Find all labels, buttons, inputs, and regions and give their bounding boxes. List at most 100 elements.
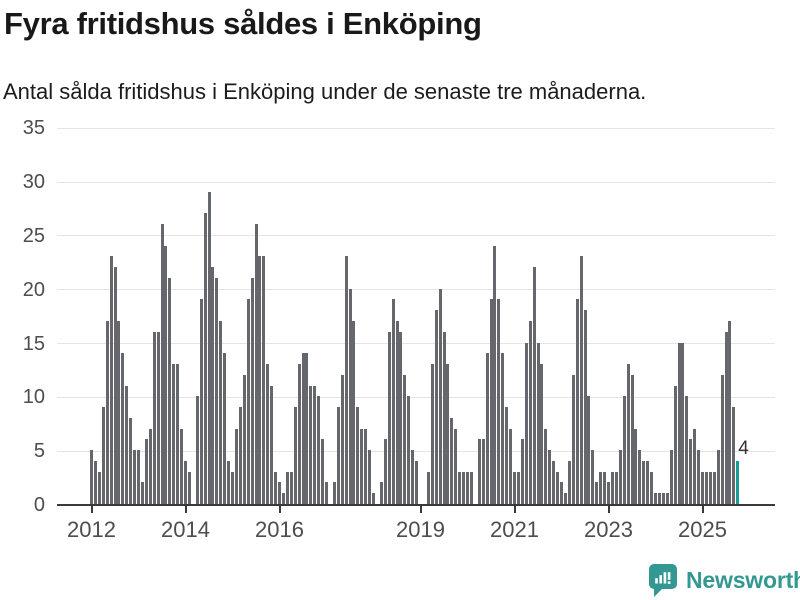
month-bar bbox=[117, 320, 121, 504]
month-bar bbox=[254, 224, 258, 504]
x-axis-line bbox=[57, 504, 775, 506]
month-bar bbox=[348, 288, 352, 504]
month-bar bbox=[168, 277, 172, 504]
month-bar bbox=[469, 471, 473, 504]
month-bar bbox=[603, 471, 607, 504]
month-bar bbox=[587, 396, 591, 504]
month-bar bbox=[121, 353, 125, 504]
month-bar bbox=[325, 482, 328, 504]
month-bar bbox=[344, 256, 348, 504]
month-bar bbox=[583, 310, 587, 504]
month-bar bbox=[505, 407, 509, 504]
month-bar bbox=[387, 331, 391, 504]
month-bar bbox=[156, 331, 160, 504]
month-bar bbox=[544, 428, 548, 504]
month-bar bbox=[364, 428, 368, 504]
month-bar bbox=[172, 364, 176, 504]
gridline bbox=[57, 343, 775, 344]
x-axis-tick bbox=[184, 505, 187, 513]
month-bar bbox=[489, 299, 493, 504]
month-bar bbox=[207, 191, 211, 504]
month-bar bbox=[231, 471, 234, 504]
month-bar bbox=[728, 320, 732, 504]
month-bar bbox=[685, 396, 689, 504]
month-bar bbox=[223, 353, 227, 504]
month-bar bbox=[591, 450, 595, 504]
month-bar bbox=[450, 417, 454, 504]
month-bar bbox=[187, 471, 191, 504]
month-bar bbox=[93, 460, 97, 504]
month-bar bbox=[708, 471, 712, 504]
month-bar bbox=[556, 471, 560, 504]
gridline bbox=[57, 289, 775, 291]
month-bar bbox=[309, 385, 313, 504]
y-axis-tick-label: 5 bbox=[33, 440, 45, 463]
month-bar bbox=[528, 320, 532, 504]
month-bar bbox=[352, 320, 356, 504]
month-bar bbox=[203, 213, 207, 504]
month-bar bbox=[340, 374, 344, 504]
month-bar bbox=[336, 407, 340, 504]
month-bar bbox=[238, 407, 242, 504]
month-bar bbox=[372, 493, 375, 504]
x-axis-tick bbox=[513, 505, 516, 513]
x-axis-tick-label: 2016 bbox=[255, 517, 304, 542]
month-bar bbox=[650, 471, 654, 504]
month-bar bbox=[458, 471, 462, 504]
month-bar bbox=[654, 493, 657, 504]
y-axis-tick-label: 35 bbox=[22, 117, 45, 140]
highlighted-month-bar bbox=[736, 460, 740, 504]
month-bar bbox=[215, 277, 219, 504]
month-bar bbox=[97, 471, 101, 504]
y-axis-tick-label: 0 bbox=[33, 494, 45, 516]
highlight-value-label: 4 bbox=[738, 437, 749, 459]
month-bar bbox=[665, 493, 669, 504]
month-bar bbox=[673, 385, 677, 504]
month-bar bbox=[607, 482, 610, 504]
month-bar bbox=[732, 407, 736, 504]
month-bar bbox=[101, 407, 105, 504]
plot-area: 2012 2014 2016 2019 2021 2023 2025 4 bbox=[57, 120, 775, 542]
month-bar bbox=[415, 460, 419, 504]
x-axis-tick-label: 2014 bbox=[161, 517, 210, 542]
x-axis-tick bbox=[701, 505, 704, 513]
month-bar bbox=[704, 471, 708, 504]
x-axis-tick bbox=[278, 505, 281, 513]
month-bar bbox=[497, 299, 501, 504]
month-bar bbox=[622, 396, 626, 504]
month-bar bbox=[454, 428, 458, 504]
month-bar bbox=[184, 460, 187, 504]
gridline bbox=[57, 127, 775, 129]
month-bar bbox=[466, 471, 469, 504]
month-bar bbox=[137, 450, 140, 504]
month-bar bbox=[262, 256, 266, 504]
month-bar bbox=[293, 407, 297, 504]
month-bar bbox=[246, 299, 250, 504]
month-bar bbox=[618, 450, 622, 504]
month-bar bbox=[356, 407, 360, 504]
month-bar bbox=[501, 353, 505, 504]
month-bar bbox=[426, 471, 430, 504]
month-bar bbox=[164, 245, 168, 504]
month-bar bbox=[140, 482, 144, 504]
month-bar bbox=[462, 471, 466, 504]
month-bar bbox=[125, 385, 129, 504]
month-bar bbox=[701, 471, 704, 504]
month-bar bbox=[403, 374, 407, 504]
month-bar bbox=[395, 320, 399, 504]
month-bar bbox=[113, 267, 117, 504]
month-bar bbox=[199, 299, 203, 504]
month-bar bbox=[520, 439, 524, 504]
month-bar bbox=[477, 439, 481, 504]
month-bar bbox=[567, 460, 571, 504]
month-bar bbox=[411, 450, 415, 504]
month-bar bbox=[242, 374, 246, 504]
month-bar bbox=[176, 364, 180, 504]
month-bar bbox=[105, 320, 109, 504]
month-bar bbox=[434, 310, 438, 504]
month-bar bbox=[579, 256, 583, 504]
month-bar bbox=[626, 364, 630, 504]
month-bar bbox=[109, 256, 113, 504]
month-bar bbox=[144, 439, 148, 504]
